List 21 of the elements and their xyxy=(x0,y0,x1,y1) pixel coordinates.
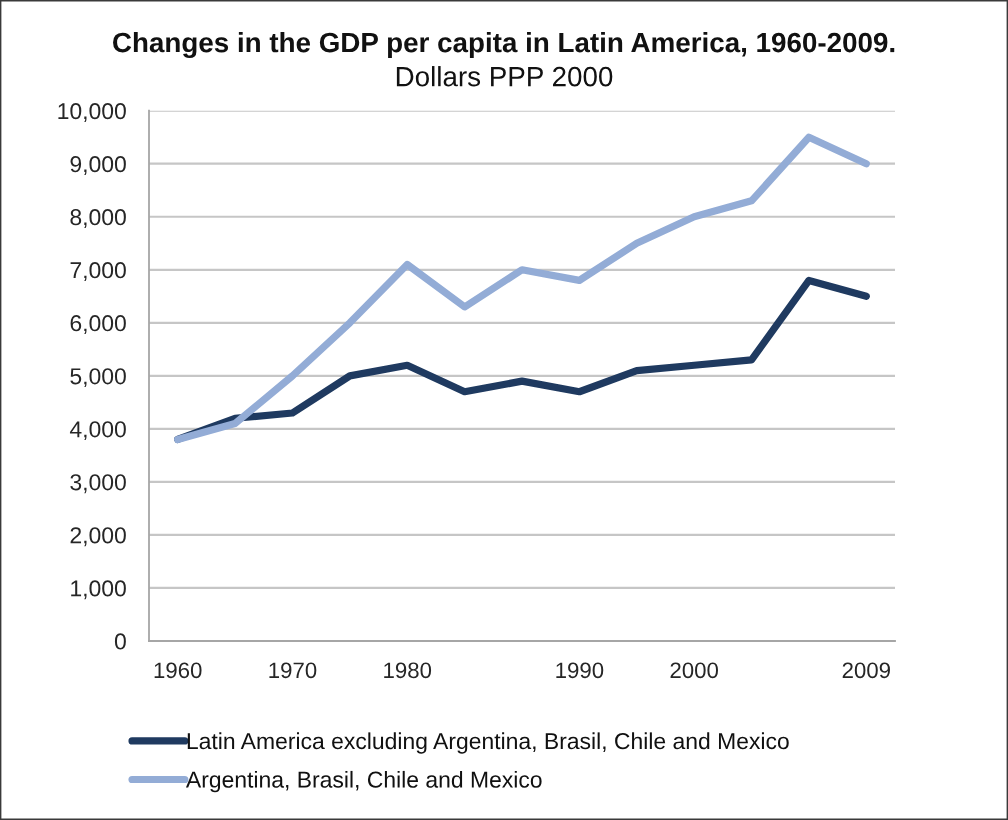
x-tick-label: 2009 xyxy=(842,662,890,679)
legend-label: Latin America excluding Argentina, Brasil, Chile and Mexico xyxy=(187,732,789,754)
x-tick-label: 2000 xyxy=(670,662,718,679)
y-tick-label: 3,000 xyxy=(70,474,126,494)
y-tick-label: 4,000 xyxy=(69,421,126,441)
x-tick-label: 1990 xyxy=(556,662,604,679)
y-tick-label: 0 xyxy=(114,633,126,650)
x-tick-label: 1960 xyxy=(154,662,202,679)
y-tick-label: 7,000 xyxy=(70,262,126,282)
y-tick-label: 1,000 xyxy=(71,580,126,600)
chart-subtitle: Dollars PPP 2000 xyxy=(396,66,613,87)
legend-label: Argentina, Brasil, Chile and Mexico xyxy=(185,770,542,793)
y-tick-label: 2,000 xyxy=(70,527,126,547)
y-tick-label: 9,000 xyxy=(70,156,126,175)
x-tick-label: 1980 xyxy=(384,662,432,679)
x-tick-label: 1970 xyxy=(269,662,317,679)
chart-title: Changes in the GDP per capita in Latin America, 1960-2009. xyxy=(113,31,895,59)
y-tick-label: 8,000 xyxy=(70,209,126,228)
y-tick-label: 5,000 xyxy=(70,368,126,388)
y-tick-label: 6,000 xyxy=(70,315,126,335)
y-tick-label: 10,000 xyxy=(58,103,126,122)
